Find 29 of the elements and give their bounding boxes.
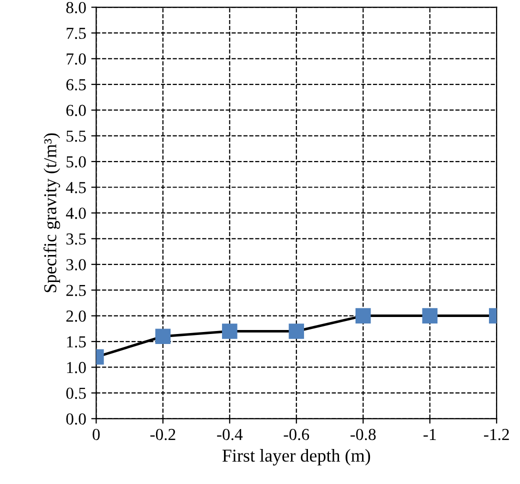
y-tick-label: 4.5 [66,182,86,194]
y-tick-label: 1.5 [67,336,86,348]
y-tick-label: 2.0 [66,310,86,322]
y-tick-label: 0.0 [66,413,86,425]
point [222,324,238,339]
y-tick-label: 4.0 [66,208,86,219]
y-tick-label: 2.5 [66,284,86,296]
y-tick-label: 3.5 [66,233,86,245]
x-axis-title: First layer depth (m) [222,449,370,466]
y-tick-label: 7.0 [66,53,86,65]
x-tick-label: -0.6 [284,428,310,440]
y-tick-label: 5.5 [66,130,86,142]
x-tick-label: -0.8 [350,428,376,440]
x-tick-label: -0.4 [217,428,243,440]
y-tick-label: 0.5 [66,388,86,399]
y-tick-label: 8.0 [66,2,86,14]
y-tick-label: 7.5 [66,28,86,39]
x-tick-label: -1.2 [484,428,509,440]
y-tick-label: 3.0 [66,259,86,270]
point [288,324,304,339]
y-tick-label: 6.5 [66,79,86,90]
point [355,308,371,324]
y-tick-label: 5.0 [66,156,86,168]
y-axis-title: Specific gravity (t/m³) [43,133,60,292]
x-tick-label: 0 [92,428,100,440]
x-tick-label: -1 [424,428,436,440]
x-tick-label: -0.2 [150,428,176,440]
y-tick-label: 6.0 [66,104,86,116]
y-tick-label: 1.0 [67,362,86,374]
